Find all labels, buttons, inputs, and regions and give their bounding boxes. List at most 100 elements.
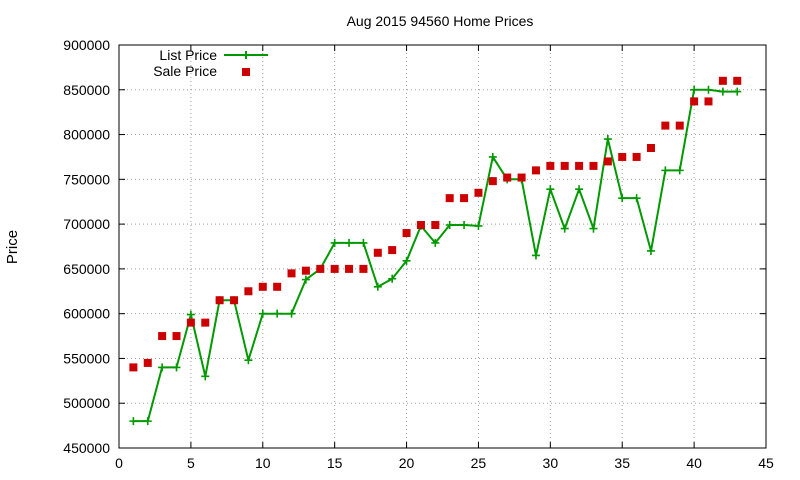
x-tick-label: 10 [255,455,271,471]
list-price-point [431,238,440,247]
x-tick-label: 0 [115,455,123,471]
sale-price-point [488,177,497,186]
sale-price-point [186,318,195,327]
sale-price-point [661,121,670,130]
y-tick-label: 800000 [63,127,110,143]
list-price-point [531,251,540,260]
sale-price-point [143,358,152,367]
list-price-point [258,309,267,318]
list-price-point [632,194,641,203]
y-tick-label: 850000 [63,82,110,98]
x-tick-label: 5 [187,455,195,471]
list-price-point [158,363,167,372]
sale-price-point [172,332,181,341]
sale-price-point [215,296,224,305]
list-price-point [646,246,655,255]
sale-price-point [575,161,584,170]
list-price-point [718,87,727,96]
sale-price-point [733,76,742,85]
sale-price-point [345,264,354,273]
sale-price-point [460,194,469,203]
list-price-point [402,256,411,265]
y-axis-label: Price [4,230,21,264]
y-tick-label: 550000 [63,350,110,366]
x-tick-label: 35 [614,455,630,471]
sale-price-point [416,221,425,230]
list-price-point [373,282,382,291]
legend: List Price Sale Price [153,47,268,79]
y-tick-label: 750000 [63,171,110,187]
list-price-point [704,85,713,94]
series-layer [129,76,742,426]
sale-price-point [258,282,267,291]
grid [119,45,766,448]
list-price-point [575,185,584,194]
sale-price-point [129,363,138,372]
list-price-point [560,224,569,233]
sale-price-point [603,157,612,166]
sale-price-point [388,246,397,255]
list-price-point [345,238,354,247]
sale-price-point [330,264,339,273]
y-tick-label: 500000 [63,395,110,411]
list-price-point [143,417,152,426]
x-tick-label: 20 [399,455,415,471]
y-tick-label: 600000 [63,306,110,322]
sale-price-point [287,269,296,278]
list-price-line [133,88,738,423]
sale-price-point [359,264,368,273]
list-price-point [546,185,555,194]
list-price-point [244,356,253,365]
sale-price-point [560,161,569,170]
sale-price-point [690,97,699,106]
list-price-point [129,417,138,426]
sale-price-point [445,194,454,203]
list-price-point [172,363,181,372]
list-price-point [186,310,195,319]
sale-price-point [503,173,512,182]
sale-price-point [158,332,167,341]
sale-price-point [431,221,440,230]
list-price-point [330,238,339,247]
sale-price-point [646,143,655,152]
sale-price-point [201,318,210,327]
sale-price-point [589,161,598,170]
sale-price-point [618,152,627,161]
list-price-point [460,221,469,230]
sale-price-point [402,229,411,238]
x-tick-label: 15 [327,455,343,471]
sale-price-point [244,287,253,296]
list-price-point [201,372,210,381]
legend-label-list-price: List Price [159,47,217,63]
axis-ticks: 0 5 10 15 20 25 30 35 40 45 450000 500000 550000 6000… [63,37,774,471]
sale-price-point [301,266,310,275]
list-price-point [301,275,310,284]
list-price-point [445,221,454,230]
list-price-point [733,87,742,96]
y-tick-label: 650000 [63,261,110,277]
sale-price-point [316,264,325,273]
legend-label-sale-price: Sale Price [153,63,217,79]
list-price-point [661,166,670,175]
list-price-point [474,221,483,230]
sale-price-point [531,166,540,175]
list-price-point [359,238,368,247]
list-price-point [618,194,627,203]
list-price-point [273,309,282,318]
list-price-point [589,224,598,233]
list-price-point [675,166,684,175]
list-price-point [603,135,612,144]
legend-marker-sale-price [242,68,250,76]
sale-price-point [517,173,526,182]
x-tick-label: 30 [543,455,559,471]
list-price-point [388,274,397,283]
sale-price-point [273,282,282,291]
list-price-point [287,309,296,318]
x-tick-label: 25 [471,455,487,471]
sale-price-point [632,152,641,161]
x-tick-label: 45 [758,455,774,471]
plot-frame [118,44,767,449]
y-tick-label: 700000 [63,216,110,232]
chart-title: Aug 2015 94560 Home Prices [347,13,534,29]
